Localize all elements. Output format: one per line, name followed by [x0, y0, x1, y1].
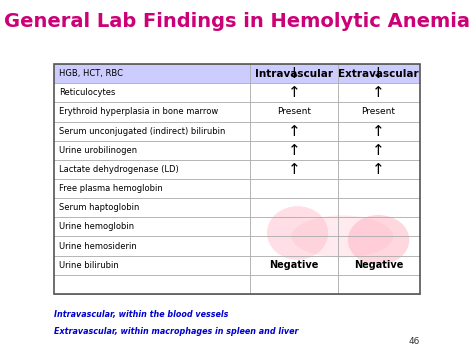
Text: Lactate dehydrogenase (LD): Lactate dehydrogenase (LD): [59, 165, 179, 174]
Text: ↓: ↓: [287, 66, 300, 81]
Text: ↑: ↑: [287, 143, 300, 158]
Text: Serum unconjugated (indirect) bilirubin: Serum unconjugated (indirect) bilirubin: [59, 127, 225, 135]
Text: Present: Present: [362, 107, 396, 117]
Text: Urine urobilinogen: Urine urobilinogen: [59, 146, 137, 155]
Text: Reticulocytes: Reticulocytes: [59, 88, 115, 97]
Text: Urine hemosiderin: Urine hemosiderin: [59, 241, 137, 251]
Text: Urine hemoglobin: Urine hemoglobin: [59, 223, 134, 231]
Text: ↓: ↓: [372, 66, 385, 81]
Text: ↑: ↑: [372, 124, 385, 139]
Text: Extravascular: Extravascular: [338, 69, 419, 79]
Ellipse shape: [348, 215, 410, 265]
Text: Intravascular: Intravascular: [255, 69, 333, 79]
Text: General Lab Findings in Hemolytic Anemia: General Lab Findings in Hemolytic Anemia: [4, 12, 470, 31]
Bar: [55, 64, 419, 294]
Text: Serum haptoglobin: Serum haptoglobin: [59, 203, 139, 212]
Bar: [55, 64, 419, 83]
Ellipse shape: [267, 206, 328, 260]
Text: Free plasma hemoglobin: Free plasma hemoglobin: [59, 184, 163, 193]
Text: Present: Present: [277, 107, 311, 117]
Text: Extravascular, within macrophages in spleen and liver: Extravascular, within macrophages in spl…: [55, 327, 299, 336]
Text: HGB, HCT, RBC: HGB, HCT, RBC: [59, 69, 123, 78]
Text: Negative: Negative: [269, 260, 319, 270]
Text: Intravascular, within the blood vessels: Intravascular, within the blood vessels: [55, 310, 229, 319]
Text: Erythroid hyperplasia in bone marrow: Erythroid hyperplasia in bone marrow: [59, 107, 218, 117]
Text: Negative: Negative: [354, 260, 403, 270]
Text: 46: 46: [408, 337, 419, 346]
Text: ↑: ↑: [287, 124, 300, 139]
Text: ↑: ↑: [372, 85, 385, 100]
Text: ↑: ↑: [287, 162, 300, 177]
Text: ↑: ↑: [372, 143, 385, 158]
Text: ↑: ↑: [372, 162, 385, 177]
Ellipse shape: [292, 216, 393, 258]
Text: Urine bilirubin: Urine bilirubin: [59, 261, 118, 270]
Text: ↑: ↑: [287, 85, 300, 100]
